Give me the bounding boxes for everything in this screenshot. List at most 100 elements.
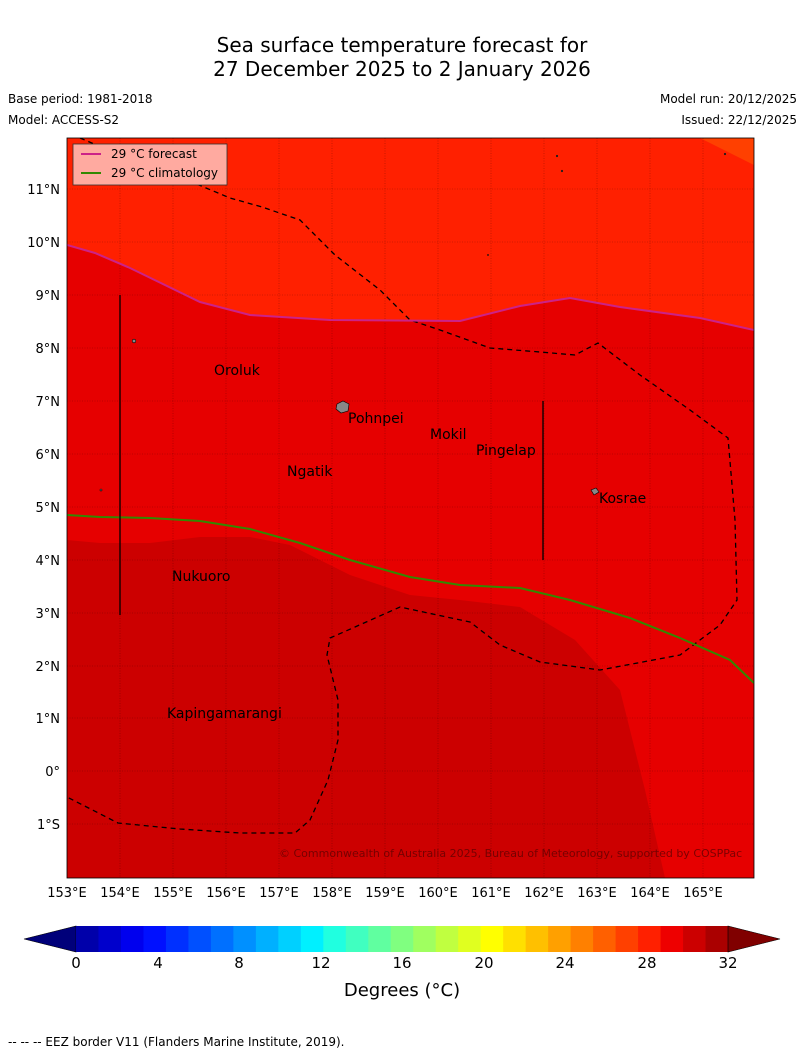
- place-label-nukuoro: Nukuoro: [172, 569, 230, 585]
- atoll-shape: [555, 154, 559, 158]
- sst-field: Oroluk Pohnpei Mokil Pingelap Ngatik Kos…: [67, 138, 754, 878]
- colorbar-tick-label: 28: [637, 954, 656, 972]
- lon-label: 154°E: [100, 886, 140, 901]
- climatology-29c-line: [67, 514, 754, 684]
- model-run-text: Model run: 20/12/2025: [659, 92, 797, 106]
- place-label-ngatik: Ngatik: [287, 464, 333, 480]
- lat-label: 1°S: [37, 818, 60, 833]
- colorbar: 0 4 8 12 16 20 24 28 32: [23, 925, 781, 972]
- lon-label: 157°E: [259, 886, 299, 901]
- colorbar-tick-label: 32: [718, 954, 737, 972]
- legend-box: [72, 143, 228, 186]
- lat-label: 1°N: [36, 712, 61, 727]
- lat-label: 4°N: [36, 554, 61, 569]
- colorbar-cell: [615, 926, 639, 952]
- colorbar-cell: [210, 926, 234, 952]
- colorbar-cell: [188, 926, 212, 952]
- colorbar-tick-label: 0: [71, 954, 81, 972]
- map-frame: [66, 137, 755, 879]
- colorbar-over-arrow: [727, 925, 781, 953]
- place-label-kapingamarangi: Kapingamarangi: [167, 706, 282, 722]
- lon-label: 159°E: [365, 886, 405, 901]
- colorbar-cell: [76, 926, 99, 952]
- colorbar-cell: [143, 926, 167, 952]
- colorbar-under-arrow: [23, 925, 77, 953]
- colorbar-cell: [390, 926, 414, 952]
- colorbar-cell: [570, 926, 594, 952]
- lon-label: 153°E: [47, 886, 87, 901]
- issued-text: Issued: 22/12/2025: [681, 113, 797, 127]
- lat-label: 9°N: [36, 289, 61, 304]
- title-line-2: 27 December 2025 to 2 January 2026: [213, 57, 591, 81]
- atoll-shape: [487, 254, 489, 256]
- colorbar-cell: [323, 926, 347, 952]
- colorbar-tick-label: 20: [474, 954, 493, 972]
- lat-label: 3°N: [36, 607, 61, 622]
- map-legend: 29 °C forecast 29 °C climatology: [72, 143, 228, 186]
- colorbar-cell: [345, 926, 369, 952]
- colorbar-cell: [705, 926, 729, 952]
- sst-band-30-31: [67, 138, 754, 878]
- colorbar-cell: [525, 926, 549, 952]
- atoll-shape: [560, 169, 564, 173]
- colorbar-cell: [548, 926, 572, 952]
- model-text: Model: ACCESS-S2: [8, 113, 120, 127]
- lon-label: 164°E: [630, 886, 670, 901]
- sst-band-29-30: [67, 138, 754, 330]
- colorbar-tick-label: 12: [311, 954, 330, 972]
- colorbar-cell: [503, 926, 527, 952]
- colorbar-cell: [435, 926, 459, 952]
- copyright-text: © Commonwealth of Australia 2025, Bureau…: [279, 847, 742, 860]
- lon-label: 162°E: [524, 886, 564, 901]
- legend-climatology-label: 29 °C climatology: [111, 166, 218, 180]
- place-label-mokil: Mokil: [430, 427, 467, 443]
- forecast-29c-line: [67, 244, 754, 331]
- colorbar-cell: [683, 926, 706, 952]
- colorbar-ticks: 0 4 8 12 16 20 24 28 32: [71, 954, 737, 972]
- lon-label: 155°E: [153, 886, 193, 901]
- colorbar-cell: [300, 926, 324, 952]
- place-labels: Oroluk Pohnpei Mokil Pingelap Ngatik Kos…: [167, 363, 646, 722]
- islands: [99, 152, 727, 496]
- colorbar-cell: [278, 926, 302, 952]
- lat-label: 5°N: [36, 501, 61, 516]
- lon-label: 160°E: [418, 886, 458, 901]
- colorbar-tick-label: 8: [234, 954, 244, 972]
- place-label-oroluk: Oroluk: [214, 363, 261, 379]
- colorbar-title: Degrees (°C): [343, 980, 461, 1001]
- pohnpei-island-shape: [335, 400, 350, 414]
- lon-label: 161°E: [471, 886, 511, 901]
- sst-band-28-29: [700, 138, 754, 165]
- lat-label: 11°N: [27, 183, 60, 198]
- colorbar-tick-label: 24: [555, 954, 574, 972]
- eez-border-line: [67, 138, 738, 834]
- latitude-labels: 11°N 10°N 9°N 8°N 7°N 6°N 5°N 4°N 3°N 2°…: [27, 183, 60, 833]
- lon-label: 158°E: [312, 886, 352, 901]
- kosrae-island-shape: [590, 487, 600, 496]
- place-label-pohnpei: Pohnpei: [348, 411, 404, 427]
- colorbar-cell: [458, 926, 482, 952]
- colorbar-cell: [165, 926, 189, 952]
- lon-label: 165°E: [683, 886, 723, 901]
- colorbar-cell: [255, 926, 279, 952]
- longitude-labels: 153°E 154°E 155°E 156°E 157°E 158°E 159°…: [47, 886, 723, 901]
- legend-forecast-label: 29 °C forecast: [111, 147, 197, 161]
- eez-footnote: -- -- -- EEZ border V11 (Flanders Marine…: [8, 1035, 345, 1049]
- atoll-shape: [723, 152, 727, 156]
- colorbar-cell: [233, 926, 257, 952]
- lat-label: 0°: [45, 765, 60, 780]
- colorbar-cell: [120, 926, 144, 952]
- colorbar-cell: [368, 926, 392, 952]
- atoll-shape: [99, 488, 103, 492]
- lat-label: 10°N: [27, 236, 60, 251]
- atoll-shape: [131, 338, 137, 344]
- colorbar-tick-label: 16: [392, 954, 411, 972]
- colorbar-cell: [480, 926, 504, 952]
- lat-label: 6°N: [36, 448, 61, 463]
- lon-label: 163°E: [577, 886, 617, 901]
- title-line-1: Sea surface temperature forecast for: [216, 33, 588, 57]
- lon-label: 156°E: [206, 886, 246, 901]
- base-period-text: Base period: 1981-2018: [8, 92, 153, 106]
- place-label-pingelap: Pingelap: [476, 443, 536, 459]
